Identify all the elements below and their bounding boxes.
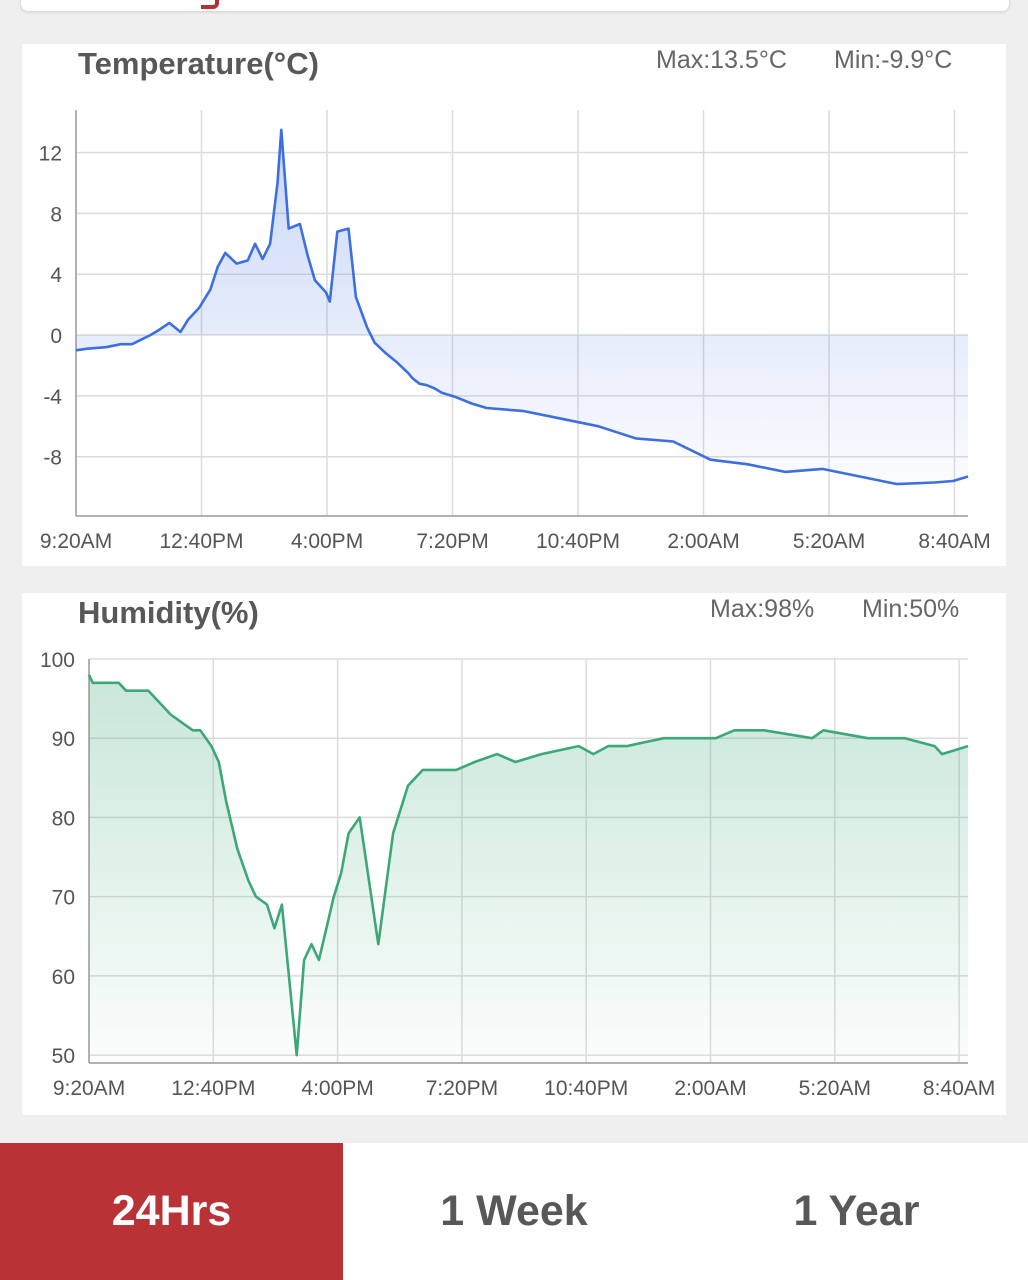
humidity-y-tick-label: 80	[52, 807, 75, 830]
humidity-title: Humidity(%)	[78, 595, 259, 630]
humidity-series-line	[87, 674, 969, 1057]
temperature-x-tick-label: 10:40PM	[536, 530, 620, 553]
humidity-x-tick-label: 4:00PM	[301, 1077, 373, 1100]
previous-card-edge	[20, 0, 1010, 12]
temperature-y-tick-label: -4	[43, 386, 62, 409]
humidity-max: Max:98%	[710, 595, 815, 623]
humidity-x-tick-label: 12:40PM	[171, 1077, 255, 1100]
humidity-x-tick-label: 10:40PM	[544, 1077, 628, 1100]
tab-1-week[interactable]: 1 Week	[440, 1187, 588, 1235]
temperature-y-tick-label: 8	[50, 203, 62, 226]
temperature-x-tick-label: 8:40AM	[918, 530, 990, 553]
humidity-x-tick-label: 2:00AM	[674, 1077, 746, 1100]
temperature-chart: 12 8 4 0 -4 -8 9:20AM 12:40PM 4:00PM 7:20PM 10:40P…	[39, 110, 991, 553]
humidity-x-tick-label: 5:20AM	[799, 1077, 871, 1100]
humidity-y-tick-label: 90	[52, 728, 75, 751]
temperature-y-tick-label: 0	[50, 325, 62, 348]
humidity-chart: 100 90 80 70 60 50 9:20AM 12:40PM 4:00PM 7:20PM 10…	[40, 649, 995, 1100]
temperature-max: Max:13.5°C	[656, 46, 787, 74]
red-text-fragment	[201, 0, 219, 9]
temperature-y-tick-label: 4	[50, 264, 62, 287]
temperature-x-tick-label: 7:20PM	[416, 530, 488, 553]
temperature-x-tick-label: 4:00PM	[291, 530, 363, 553]
humidity-card: Humidity(%) Max:98% Min:50% 100 90 80 70 60 5…	[22, 593, 1006, 1115]
humidity-x-tick-label: 8:40AM	[923, 1077, 995, 1100]
humidity-min: Min:50%	[862, 595, 960, 623]
temperature-x-tick-label: 9:20AM	[40, 530, 112, 553]
range-tab-bar: 24Hrs 1 Week 1 Year	[0, 1143, 1028, 1280]
tab-1-year[interactable]: 1 Year	[793, 1187, 920, 1235]
humidity-x-tick-label: 9:20AM	[53, 1077, 125, 1100]
temperature-area-fill	[76, 129, 968, 485]
temperature-y-tick-label: -8	[43, 447, 62, 470]
humidity-y-tick-label: 50	[52, 1045, 75, 1068]
temperature-series-line	[75, 128, 969, 486]
temperature-card: Temperature(°C) Max:13.5°C Min:-9.9°C 12…	[22, 44, 1006, 566]
temperature-x-tick-label: 5:20AM	[793, 530, 865, 553]
humidity-area-fill	[89, 674, 968, 1063]
humidity-x-tick-label: 7:20PM	[426, 1077, 498, 1100]
temperature-x-tick-label: 12:40PM	[159, 530, 243, 553]
temperature-min: Min:-9.9°C	[834, 46, 953, 74]
temperature-title: Temperature(°C)	[78, 46, 319, 81]
tab-24hrs[interactable]: 24Hrs	[0, 1143, 343, 1280]
humidity-y-tick-label: 100	[40, 649, 75, 672]
humidity-y-tick-label: 70	[52, 887, 75, 910]
temperature-y-tick-label: 12	[39, 143, 62, 166]
humidity-y-tick-label: 60	[52, 966, 75, 989]
temperature-x-tick-label: 2:00AM	[667, 530, 739, 553]
